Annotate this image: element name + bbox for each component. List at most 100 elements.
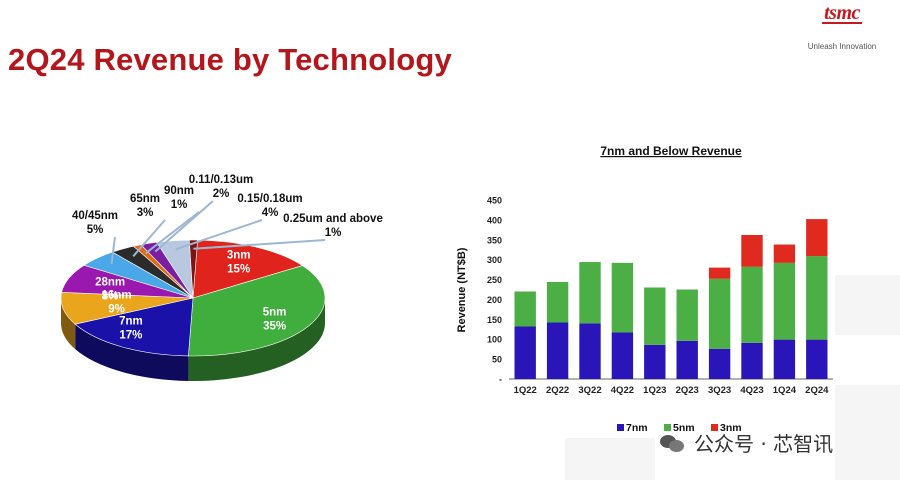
- bar-7nm-4Q23: [741, 342, 763, 379]
- pie-side-16nm: [61, 298, 76, 350]
- y-tick-label: 200: [487, 295, 502, 305]
- bar-7nm-2Q24: [806, 339, 828, 379]
- y-tick-label: 250: [487, 275, 502, 285]
- pie-label-28nm: 28nm: [95, 277, 125, 289]
- bar-5nm-1Q22: [514, 291, 536, 327]
- legend-swatch-7nm: [617, 424, 624, 431]
- y-tick-label: 150: [487, 315, 502, 325]
- bar-5nm-1Q23: [644, 287, 666, 345]
- pie-value-0-15-0-18um: 4%: [262, 207, 279, 219]
- pie-side-walls: [61, 298, 325, 381]
- x-tick-label: 1Q22: [514, 385, 537, 396]
- y-tick-label: -: [499, 375, 502, 385]
- pie-leader-0-15-0-18um: [175, 219, 263, 251]
- pie-slice-3nm: [192, 239, 304, 299]
- bar-7nm-2Q22: [546, 322, 569, 379]
- x-tick-label: 2Q24: [805, 385, 829, 396]
- pie-side-7nm: [75, 324, 189, 381]
- pie-value-90nm: 1%: [171, 199, 188, 211]
- watermark: 公众号 · 芯智讯: [660, 428, 833, 457]
- pie-label-90nm: 90nm: [164, 185, 194, 197]
- pie-label-3nm: 3nm: [227, 250, 251, 262]
- bar-7nm-2Q23: [676, 340, 698, 379]
- bar-3nm-4Q23: [741, 235, 763, 267]
- bar-3nm-1Q24: [773, 244, 796, 263]
- pie-value-65nm: 3%: [137, 207, 154, 219]
- bar-7nm-3Q23: [708, 348, 731, 379]
- bar-5nm-3Q22: [579, 262, 601, 324]
- legend-swatch-3nm: [711, 424, 718, 431]
- y-tick-label: 100: [487, 335, 502, 345]
- pie-value-28nm: 8%: [102, 291, 119, 303]
- bar-5nm-4Q23: [741, 266, 763, 343]
- wechat-icon: [660, 433, 686, 453]
- pie-value-16nm: 9%: [108, 304, 125, 316]
- pie-leader-40-45nm: [110, 236, 116, 265]
- watermark-text: 公众号 · 芯智讯: [694, 432, 834, 456]
- y-tick-label: 350: [487, 235, 502, 245]
- legend-swatch-5nm: [664, 424, 671, 431]
- pie-slice-7nm: [74, 297, 194, 357]
- pie-value-7nm: 17%: [119, 329, 142, 341]
- bar-5nm-2Q23: [676, 289, 698, 341]
- bar-5nm-1Q24: [773, 262, 796, 340]
- bar-5nm-2Q22: [546, 281, 569, 323]
- pie-label-7nm: 7nm: [119, 315, 143, 327]
- pie-value-40-45nm: 5%: [87, 224, 104, 236]
- pie-label-65nm: 65nm: [130, 193, 160, 205]
- bar-7nm-4Q22: [611, 332, 634, 379]
- legend-label-3nm: 3nm: [720, 422, 742, 434]
- y-axis-label: Revenue (NT$B): [456, 247, 468, 332]
- background-decoration: [565, 438, 655, 480]
- bar-chart-title: 7nm and Below Revenue: [600, 144, 742, 158]
- y-tick-label: 450: [487, 196, 502, 206]
- bar-3nm-3Q23: [708, 267, 731, 279]
- pie-value-0-11-0-13um: 2%: [213, 188, 230, 200]
- pie-slice-0-25um-and-above: [188, 239, 198, 299]
- x-tick-label: 3Q23: [708, 385, 731, 396]
- x-tick-label: 3Q22: [578, 385, 601, 396]
- pie-slice-5nm: [188, 265, 326, 357]
- pie-leader-90nm: [144, 211, 200, 255]
- x-tick-label: 4Q23: [740, 385, 763, 396]
- pie-value-5nm: 35%: [263, 320, 286, 332]
- bar-7nm-1Q22: [514, 326, 536, 379]
- background-decoration: [835, 275, 900, 335]
- pie-leader-0-11-0-13um: [154, 200, 214, 253]
- pie-leader-lines: [110, 200, 326, 265]
- bar-5nm-2Q24: [806, 256, 828, 340]
- pie-top: [60, 239, 326, 357]
- x-tick-label: 1Q23: [643, 385, 666, 396]
- bar-3nm-2Q24: [806, 219, 828, 257]
- background-decoration: [835, 385, 900, 480]
- pie-side-5nm: [188, 298, 325, 381]
- pie-labels: 3nm 15% 5nm 35% 7nm 17% 16nm 9% 28nm 8% 40/45nm 5% 6…: [72, 174, 383, 341]
- pie-label-0-15-0-18um: 0.15/0.18um: [237, 193, 302, 205]
- bar-7nm-3Q22: [579, 323, 601, 379]
- bar-7nm-1Q24: [773, 339, 796, 379]
- pie-label-5nm: 5nm: [263, 306, 287, 318]
- pie-leader-0-25um-and-above: [193, 239, 326, 250]
- page-title: 2Q24 Revenue by Technology: [8, 42, 452, 77]
- bar-5nm-3Q23: [708, 278, 731, 349]
- x-tick-label: 2Q23: [676, 385, 699, 396]
- x-tick-label: 2Q22: [546, 385, 569, 396]
- bar-7nm-1Q23: [644, 344, 666, 379]
- x-tick-label: 1Q24: [773, 385, 797, 396]
- pie-label-40-45nm: 40/45nm: [72, 210, 118, 222]
- legend-label-7nm: 7nm: [626, 422, 648, 434]
- logo-wordmark: tsmc: [822, 2, 862, 24]
- logo-tagline: Unleash Innovation: [807, 42, 877, 51]
- pie-leader-65nm: [132, 219, 166, 257]
- pie-value-0-25um-and-above: 1%: [325, 227, 342, 239]
- pie-label-0-25um-and-above: 0.25um and above: [283, 213, 383, 225]
- pie-label-16nm: 16nm: [102, 290, 132, 302]
- y-tick-label: 50: [492, 355, 502, 365]
- tsmc-logo: tsmc Unleash Innovation: [792, 2, 892, 51]
- pie-value-3nm: 15%: [227, 264, 250, 276]
- pie-label-0-11-0-13um: 0.11/0.13um: [189, 174, 254, 186]
- x-tick-label: 4Q22: [611, 385, 634, 396]
- legend-label-5nm: 5nm: [673, 422, 695, 434]
